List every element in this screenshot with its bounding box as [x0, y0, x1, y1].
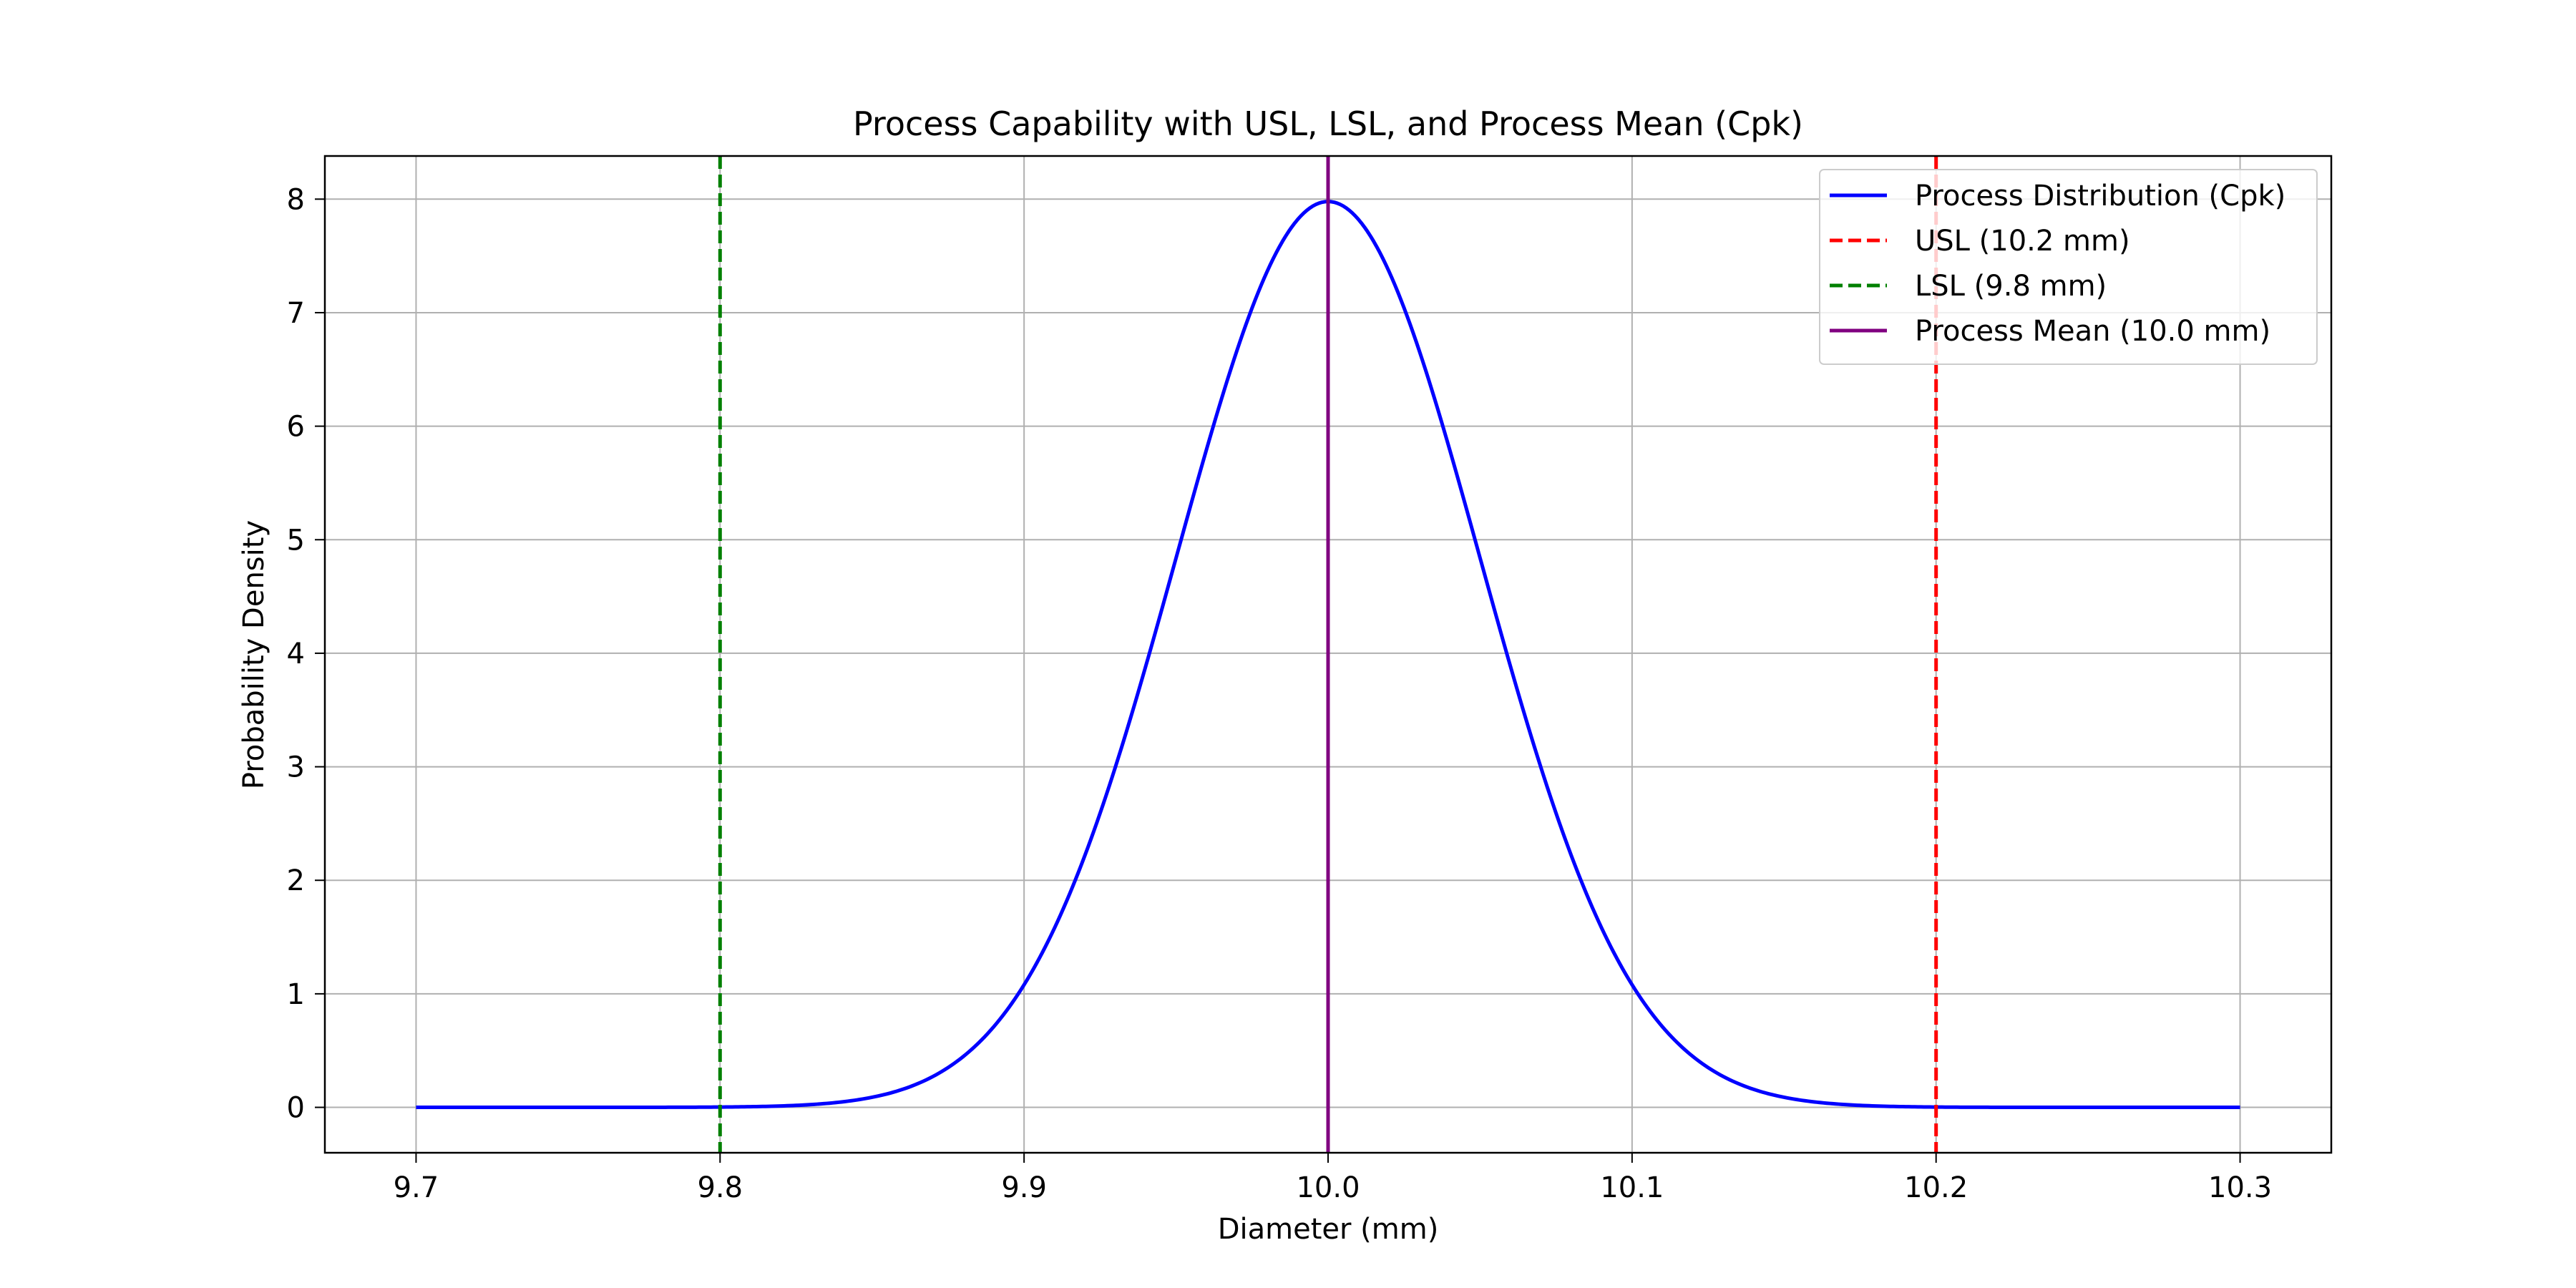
axis-ticks: 9.7 9.8 9.9 10.0 10.1 10.2 10.3 0 1 2 3 4 5 6 7 8 [287, 183, 2273, 1204]
y-tick-label: 8 [287, 183, 305, 216]
x-tick-label: 9.9 [1001, 1171, 1047, 1204]
x-tick-label: 10.2 [1904, 1171, 1968, 1204]
y-tick-label: 0 [287, 1092, 305, 1125]
y-tick-label: 1 [287, 978, 305, 1011]
y-tick-label: 6 [287, 411, 305, 444]
legend-entry-label: Process Distribution (Cpk) [1915, 180, 2285, 213]
y-axis-label: Probability Density [238, 520, 270, 789]
y-tick-label: 7 [287, 297, 305, 330]
legend: Process Distribution (Cpk) USL (10.2 mm) L… [1819, 169, 2318, 365]
x-tick-label: 10.0 [1296, 1171, 1360, 1204]
y-tick-label: 4 [287, 638, 305, 670]
x-tick-label: 10.1 [1600, 1171, 1664, 1204]
x-tick-label: 10.3 [2208, 1171, 2272, 1204]
y-tick-label: 2 [287, 864, 305, 897]
y-tick-label: 3 [287, 751, 305, 784]
x-axis-label: Diameter (mm) [1218, 1213, 1439, 1246]
chart-title: Process Capability with USL, LSL, and Pr… [853, 104, 1803, 143]
y-tick-label: 5 [287, 524, 305, 557]
legend-box [1819, 169, 2318, 365]
x-tick-label: 9.7 [394, 1171, 439, 1204]
legend-entry-label: LSL (9.8 mm) [1915, 270, 2107, 303]
legend-entry-label: USL (10.2 mm) [1915, 225, 2130, 258]
legend-entry-label: Process Mean (10.0 mm) [1915, 315, 2270, 348]
plot-lines [416, 156, 2240, 1153]
x-tick-label: 9.8 [697, 1171, 743, 1204]
